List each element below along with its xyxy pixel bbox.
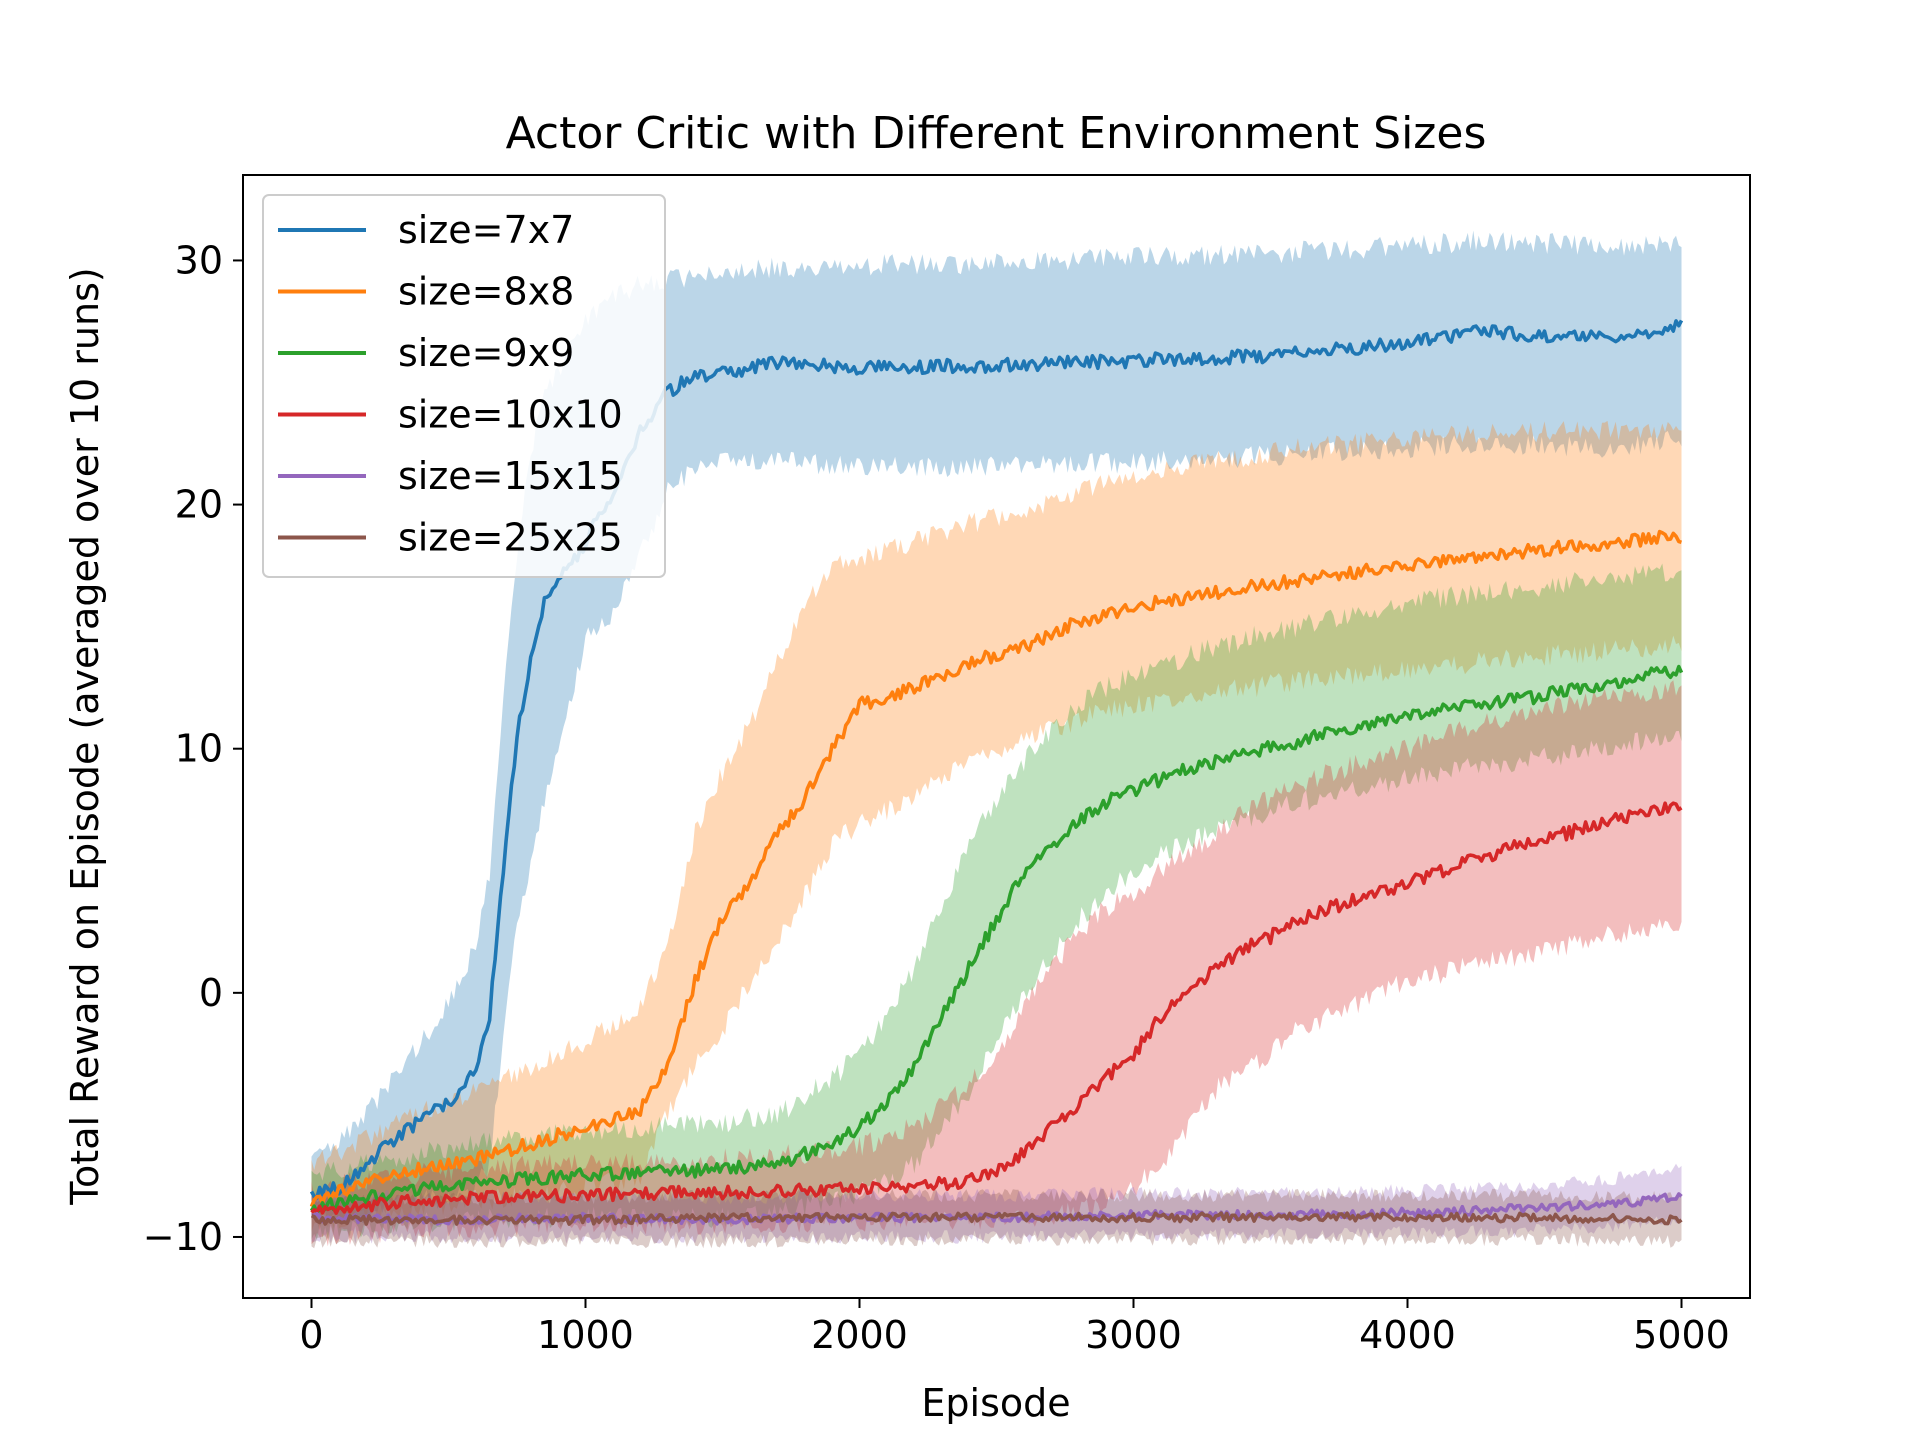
- x-axis-label: Episode: [921, 1381, 1070, 1425]
- x-tick-label: 5000: [1633, 1313, 1730, 1357]
- series-line-size=8x8: [309, 529, 1683, 1208]
- band-size=8x8: [311, 420, 1682, 1233]
- series-line-size=7x7: [309, 319, 1684, 1200]
- legend-label: size=7x7: [398, 208, 574, 252]
- y-tick-label: 20: [175, 483, 223, 527]
- plot-frame: [242, 174, 1751, 1299]
- x-tick-label: 3000: [1085, 1313, 1182, 1357]
- x-tick-label: 2000: [811, 1313, 908, 1357]
- legend-label: size=9x9: [398, 331, 574, 375]
- band-size=10x10: [311, 680, 1682, 1247]
- legend-label: size=15x15: [398, 454, 623, 498]
- y-tick-label: 10: [175, 727, 223, 771]
- y-axis-label: Total Reward on Episode (averaged over 1…: [63, 267, 107, 1205]
- x-tick-label: 4000: [1359, 1313, 1456, 1357]
- series-line-size=9x9: [309, 664, 1684, 1215]
- y-axis-ticks: −10 0 10 20 30: [143, 238, 243, 1259]
- legend: size=7x7 size=8x8 size=9x9 size=10x10 size=1…: [262, 194, 666, 578]
- x-axis-ticks: 0 1000 2000 3000 4000 5000: [299, 1298, 1730, 1357]
- series-line-size=25x25: [310, 1211, 1683, 1226]
- legend-label: size=8x8: [398, 270, 574, 314]
- legend-label: size=25x25: [398, 516, 623, 560]
- y-tick-label: 30: [175, 238, 223, 282]
- series-line-size=10x10: [310, 801, 1683, 1215]
- x-tick-label: 1000: [537, 1313, 634, 1357]
- chart-title: Actor Critic with Different Environment …: [506, 108, 1487, 159]
- legend-label: size=10x10: [398, 393, 623, 437]
- x-tick-label: 0: [299, 1313, 323, 1357]
- band-size=15x15: [311, 1163, 1682, 1244]
- series-lines: [309, 319, 1684, 1226]
- y-tick-label: 0: [199, 971, 223, 1015]
- y-tick-label: −10: [143, 1215, 223, 1259]
- series-line-size=15x15: [311, 1192, 1683, 1226]
